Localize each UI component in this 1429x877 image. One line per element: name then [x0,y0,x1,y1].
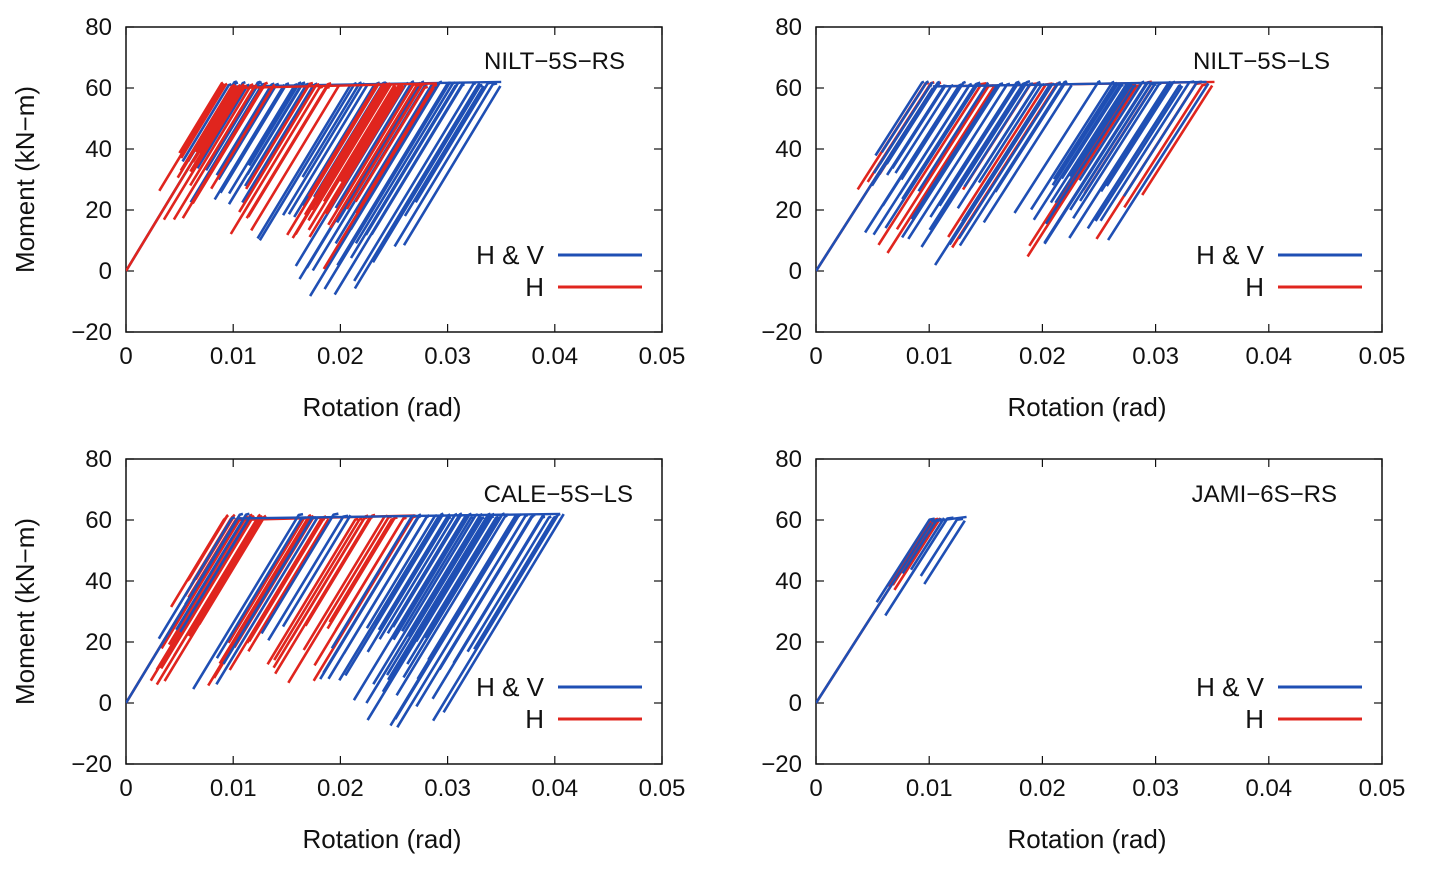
series-hv [126,512,565,728]
legend: H & VH [1196,240,1362,302]
legend: H & VH [1196,672,1362,734]
x-tick-label: 0.02 [317,775,364,802]
x-tick-label: 0.05 [1359,775,1406,802]
plateau-line [933,80,1207,88]
series-hv [816,515,967,704]
x-tick-label: 0.01 [906,343,953,370]
plot-frame [125,458,663,765]
x-tick-label: 0.02 [317,343,364,370]
panel-jami-6s-rs: 0 0.01 0.02 0.03 0.04 0.05 80 60 40 20 0 −20 Rotatio… [761,446,1405,854]
plateau-line [930,515,967,523]
x-tick-label: 0.03 [424,343,471,370]
y-tick-label: 40 [85,136,112,163]
x-axis-label: Rotation (rad) [1008,392,1167,422]
y-axis-label: Moment (kN−m) [10,518,40,705]
x-tick-label: 0.05 [1359,343,1406,370]
legend-label-hv: H & V [476,240,545,270]
x-tick-label: 0 [119,775,132,802]
legend-label-h: H [525,272,544,302]
x-tick-label: 0.02 [1019,343,1066,370]
legend-label-hv: H & V [476,672,545,702]
x-tick-label: 0 [809,775,822,802]
y-tick-label: 60 [85,507,112,534]
y-tick-label: 20 [85,197,112,224]
legend-label-hv: H & V [1196,240,1265,270]
legend-label-h: H [525,704,544,734]
plateau-line [236,512,561,520]
x-tick-label: 0.03 [1132,775,1179,802]
y-tick-label: 80 [85,14,112,41]
series-hv [816,79,1210,272]
plot-frame [815,458,1383,765]
hysteresis-cycle [875,517,946,603]
x-tick-label: 0.04 [1245,775,1292,802]
legend-label-h: H [1245,704,1264,734]
y-tick-label: 80 [775,14,802,41]
y-tick-label: 60 [85,75,112,102]
y-tick-label: 80 [85,446,112,473]
x-tick-label: 0.04 [1245,343,1292,370]
y-tick-label: 60 [775,75,802,102]
y-tick-label: 40 [85,568,112,595]
legend: H & VH [476,240,642,302]
y-tick-label: 0 [789,258,802,285]
y-tick-label: −20 [71,751,112,778]
panel-title: JAMI−6S−RS [1192,481,1337,508]
x-tick-label: 0.03 [1132,343,1179,370]
panel-nilt-5s-rs: 0 0.01 0.02 0.03 0.04 0.05 80 60 40 20 0 −20 Rotatio… [10,14,685,422]
panel-title: NILT−5S−RS [484,48,625,75]
y-tick-label: 20 [775,197,802,224]
x-tick-label: 0.05 [639,775,686,802]
y-tick-label: 20 [85,629,112,656]
x-tick-label: 0.03 [424,775,471,802]
x-tick-label: 0 [119,343,132,370]
panel-cale-5s-ls: 0 0.01 0.02 0.03 0.04 0.05 80 60 40 20 0 −20 Rotatio… [10,446,685,854]
y-tick-label: 0 [99,258,112,285]
y-tick-label: −20 [71,319,112,346]
y-tick-label: 60 [775,507,802,534]
panel-title: CALE−5S−LS [484,481,633,508]
x-tick-label: 0.04 [531,775,578,802]
series-h [126,81,438,272]
y-tick-label: −20 [761,319,802,346]
plot-frame [815,26,1383,333]
hysteresis-cycle [157,512,252,640]
x-tick-label: 0.01 [210,343,257,370]
panel-nilt-5s-ls: 0 0.01 0.02 0.03 0.04 0.05 80 60 40 20 0 −20 Rotatio… [761,14,1405,422]
y-tick-label: 20 [775,629,802,656]
x-tick-label: 0.05 [639,343,686,370]
y-tick-label: −20 [761,751,802,778]
x-axis-label: Rotation (rad) [303,392,462,422]
y-axis-label: Moment (kN−m) [10,86,40,273]
y-tick-label: 80 [775,446,802,473]
y-tick-label: 40 [775,136,802,163]
hysteresis-cycle [181,80,250,169]
plot-frame [125,26,663,333]
legend-label-hv: H & V [1196,672,1265,702]
x-tick-label: 0.01 [210,775,257,802]
elastic-branch [816,522,933,704]
x-axis-label: Rotation (rad) [1008,824,1167,854]
x-tick-label: 0.02 [1019,775,1066,802]
x-tick-label: 0 [809,343,822,370]
plateau-line [235,82,437,90]
legend: H & VH [476,672,642,734]
y-tick-label: 40 [775,568,802,595]
y-tick-label: 0 [789,690,802,717]
panel-title: NILT−5S−LS [1193,48,1330,75]
x-tick-label: 0.01 [906,775,953,802]
x-tick-label: 0.04 [531,343,578,370]
y-tick-label: 0 [99,690,112,717]
legend-label-h: H [1245,272,1264,302]
x-axis-label: Rotation (rad) [303,824,462,854]
